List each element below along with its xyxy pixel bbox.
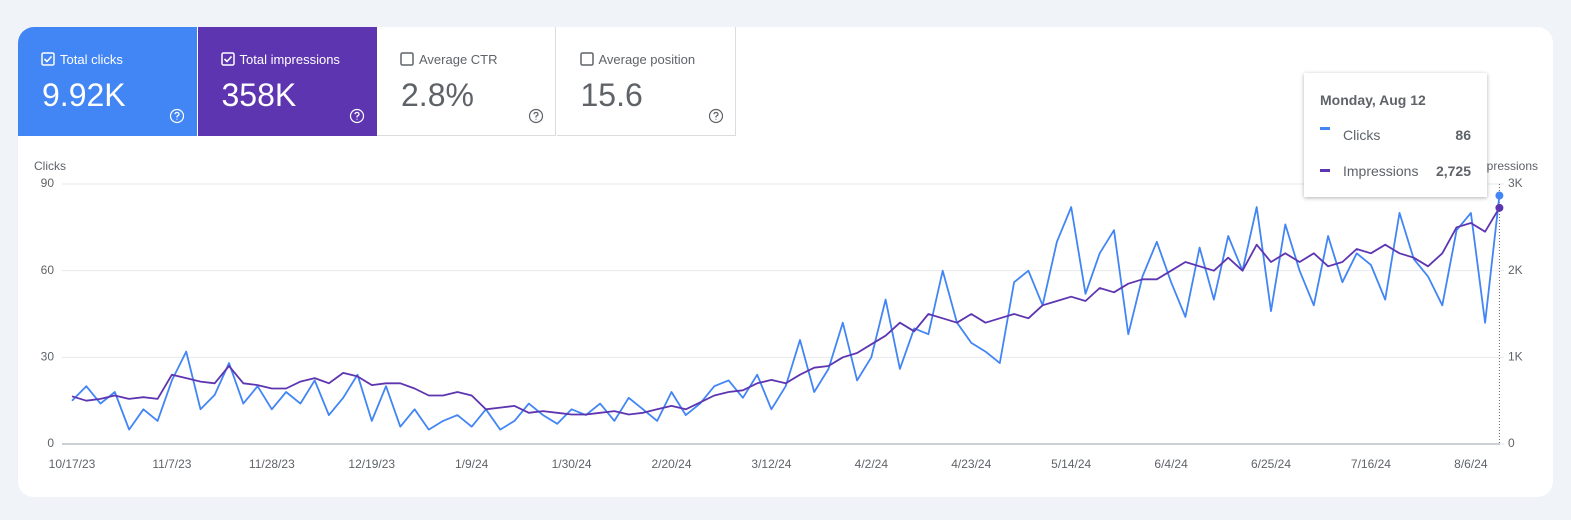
- help-icon: [349, 108, 364, 124]
- checkbox-box: [400, 52, 414, 66]
- metric-card[interactable]: Average CTR 2.8%: [377, 27, 556, 136]
- x-tick-label: 6/4/24: [1154, 457, 1188, 471]
- y-tick-label: 90: [41, 176, 55, 190]
- tooltip-name: Impressions: [1343, 163, 1419, 179]
- checkbox-box: [220, 52, 235, 66]
- x-tick-label: 12/19/23: [348, 457, 395, 471]
- help-circle: [169, 108, 185, 124]
- metric-value: 9.92K: [42, 77, 126, 113]
- help-circle: [528, 108, 544, 124]
- metric-card[interactable]: Average position 15.6: [556, 27, 736, 136]
- x-tick-label: 4/23/24: [951, 457, 991, 471]
- checkbox: [220, 52, 235, 66]
- tooltip-name: Clicks: [1343, 127, 1381, 143]
- metric-label: Total clicks: [60, 52, 123, 67]
- x-tick-label: 3/12/24: [751, 457, 791, 471]
- y-tick-label: 0: [47, 436, 54, 450]
- metric-value: 358K: [221, 77, 297, 113]
- y-axis-title: Clicks: [34, 159, 66, 173]
- hover-point: [1495, 191, 1504, 200]
- checkbox: [400, 52, 414, 66]
- help-mark: [353, 111, 360, 120]
- x-tick-label: 6/25/24: [1251, 457, 1291, 471]
- help-circle: [349, 108, 364, 124]
- tooltip: Monday, Aug 12 Clicks 86 Impressions 2,7…: [1304, 73, 1487, 197]
- x-tick-label: 4/2/24: [855, 457, 889, 471]
- x-tick-label: 11/28/23: [249, 457, 295, 471]
- checkmark: [223, 55, 232, 63]
- y2-tick-label: 3K: [1508, 176, 1523, 190]
- help-circle: [708, 108, 723, 124]
- x-tick-label: 1/30/24: [552, 457, 592, 471]
- x-tick-label: 1/9/24: [455, 457, 489, 471]
- metric-card[interactable]: Total clicks 9.92K: [18, 27, 197, 136]
- x-tick-label: 8/6/24: [1454, 457, 1488, 471]
- checkbox: [41, 52, 55, 66]
- hover-point: [1495, 203, 1504, 212]
- y-tick-label: 60: [41, 263, 55, 277]
- y2-axis-title: Impressions: [1473, 159, 1538, 173]
- x-tick-label: 7/16/24: [1351, 457, 1391, 471]
- help-icon: [169, 108, 185, 124]
- metric-value: 15.6: [580, 77, 643, 113]
- tooltip-value: 2,725: [1435, 163, 1471, 179]
- help-mark: [712, 111, 719, 120]
- x-tick-label: 2/20/24: [651, 457, 691, 471]
- chart: Clicks Impressions 0 30 60 90 0 1K 2K 3K 10/17/23 1…: [34, 159, 1538, 471]
- checkmark: [43, 55, 53, 63]
- series-line: [71, 207, 1501, 416]
- y2-tick-label: 2K: [1508, 263, 1523, 277]
- help-icon: [528, 108, 544, 124]
- tooltip-value: 86: [1455, 127, 1471, 143]
- tooltip-swatch: [1320, 169, 1330, 172]
- metric-label: Total impressions: [239, 52, 340, 67]
- checkbox-box: [579, 52, 594, 66]
- x-tick-label: 5/14/24: [1051, 457, 1091, 471]
- y2-tick-label: 1K: [1508, 350, 1523, 364]
- metric-label: Average CTR: [419, 52, 498, 67]
- checkbox: [579, 52, 594, 66]
- series-line: [71, 195, 1501, 431]
- metric-label: Average position: [598, 52, 696, 67]
- tooltip-swatch: [1320, 127, 1330, 130]
- x-tick-label: 11/7/23: [152, 457, 191, 471]
- performance-panel: Total clicks 9.92K Total impressions 358K Av…: [18, 27, 1553, 497]
- tooltip-title: Monday, Aug 12: [1320, 92, 1426, 108]
- help-mark: [174, 111, 180, 120]
- y-tick-label: 30: [41, 350, 55, 364]
- y2-tick-label: 0: [1508, 436, 1515, 450]
- help-mark: [533, 111, 539, 120]
- checkbox-box: [41, 52, 55, 66]
- x-tick-label: 10/17/23: [49, 457, 96, 471]
- help-icon: [708, 108, 723, 124]
- metric-card[interactable]: Total impressions 358K: [197, 27, 377, 136]
- metric-value: 2.8%: [401, 77, 474, 113]
